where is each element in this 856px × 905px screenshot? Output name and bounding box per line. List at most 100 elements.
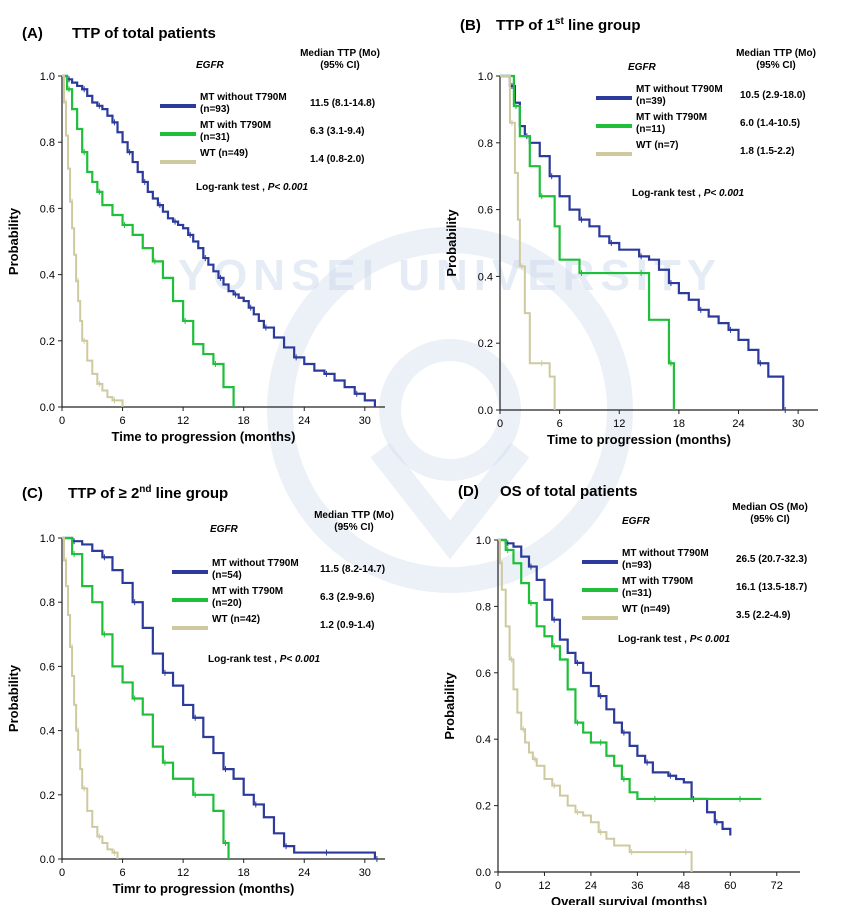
legend-series-name: MT without T790M	[622, 548, 709, 559]
x-tick-label: 18	[238, 867, 250, 879]
logrank-p: P< 0.001	[280, 654, 321, 665]
y-axis-title: Probability	[6, 207, 21, 275]
x-tick-label: 30	[359, 867, 371, 879]
x-axis-title: Overall survival (months)	[551, 894, 707, 905]
legend-series-n: (n=11)	[636, 124, 665, 135]
y-tick-label: 0.2	[40, 336, 55, 348]
legend-series-n: (n=54)	[212, 570, 242, 581]
legend-series-name: MT with T790M	[200, 120, 271, 131]
legend-series-name: MT with T790M	[212, 586, 283, 597]
logrank-label: Log-rank test ,	[632, 188, 704, 199]
km-curve-wt	[62, 537, 119, 859]
panel-title-text: OS of total patients	[500, 483, 638, 500]
y-tick-label: 0.4	[476, 734, 491, 746]
university-watermark: YONSEI UNIVERSITY	[178, 227, 716, 593]
panel-title-superscript: nd	[139, 484, 151, 495]
x-tick-label: 0	[59, 415, 65, 427]
y-tick-label: 0.4	[478, 271, 493, 283]
median-header: Median TTP (Mo)	[736, 48, 816, 59]
panel-title-text: TTP of ≥ 2	[68, 485, 139, 502]
panel-title: (D) OS of total patients	[458, 483, 638, 500]
median-header: Median TTP (Mo)	[300, 48, 380, 59]
legend: Median TTP (Mo)(95% CI) EGFR MT without T7…	[160, 48, 380, 193]
x-tick-label: 24	[298, 415, 310, 427]
x-axis-title: Time to progression (months)	[547, 432, 731, 447]
legend: Median TTP (Mo)(95% CI) EGFR MT without T7…	[596, 48, 816, 199]
y-tick-label: 1.0	[476, 535, 491, 547]
legend-series-name: MT with T790M	[636, 112, 707, 123]
y-axis-title: Probability	[442, 672, 457, 740]
logrank-p: P< 0.001	[690, 634, 731, 645]
panel-group: (A) TTP of total patients 0 6 12 18 24 30 0.0 0.2…	[6, 16, 818, 905]
panel-letter: (B)	[460, 17, 481, 34]
legend-median-value: 6.3 (3.1-9.4)	[310, 126, 364, 137]
panel-title-text: TTP of 1	[496, 17, 555, 34]
logrank-test: Log-rank test , P< 0.001	[196, 182, 308, 193]
legend-series-name: MT without T790M	[636, 84, 723, 95]
x-tick-label: 12	[177, 415, 189, 427]
legend-series-name: WT (n=7)	[636, 140, 679, 151]
legend-series-name: MT without T790M	[212, 558, 299, 569]
x-tick-label: 30	[359, 415, 371, 427]
y-tick-label: 0.6	[476, 668, 491, 680]
y-axis-title: Probability	[6, 664, 21, 732]
y-tick-label: 0.4	[40, 726, 55, 738]
legend-median-value: 11.5 (8.1-14.8)	[310, 98, 375, 109]
x-tick-label: 60	[724, 880, 736, 892]
km-panel-4: (D) OS of total patients 0 12 24 36 48 60 72 0.0 0…	[442, 483, 808, 905]
x-tick-label: 12	[177, 867, 189, 879]
x-axis-title: Timr to progression (months)	[113, 881, 295, 896]
y-tick-label: 0.0	[478, 405, 493, 417]
x-tick-label: 36	[631, 880, 643, 892]
y-tick-label: 0.4	[40, 270, 55, 282]
y-tick-label: 0.6	[478, 205, 493, 217]
x-tick-label: 30	[792, 418, 804, 430]
watermark-chevron	[370, 442, 530, 560]
legend-median-value: 1.4 (0.8-2.0)	[310, 154, 364, 165]
km-panel-3: (C) TTP of ≥ 2nd line group 0 6 12 18 24 30 0.0 0…	[6, 484, 394, 896]
x-tick-label: 12	[613, 418, 625, 430]
legend-series-n: (n=31)	[622, 588, 652, 599]
legend-median-value: 6.3 (2.9-9.6)	[320, 592, 374, 603]
egfr-header: EGFR	[622, 516, 651, 527]
ci-header: (95% CI)	[334, 522, 373, 533]
y-tick-label: 0.0	[40, 402, 55, 414]
x-tick-label: 72	[771, 880, 783, 892]
legend-series-name: WT (n=49)	[622, 604, 670, 615]
km-curve-wt	[498, 539, 693, 872]
y-tick-label: 0.2	[40, 790, 55, 802]
x-tick-label: 0	[497, 418, 503, 430]
legend-series-name: WT (n=42)	[212, 614, 260, 625]
x-tick-label: 12	[538, 880, 550, 892]
x-tick-label: 6	[120, 867, 126, 879]
panel-letter: (A)	[22, 25, 43, 42]
y-tick-label: 1.0	[40, 533, 55, 545]
km-curve-mt_with	[62, 74, 235, 407]
panel-title: (B) TTP of 1st line group	[460, 16, 640, 34]
y-tick-label: 1.0	[478, 71, 493, 83]
km-curve-mt_without	[62, 536, 377, 859]
logrank-test: Log-rank test , P< 0.001	[618, 634, 730, 645]
logrank-label: Log-rank test ,	[618, 634, 690, 645]
logrank-test: Log-rank test , P< 0.001	[632, 188, 744, 199]
panel-title-suffix: line group	[152, 485, 229, 502]
x-tick-label: 48	[678, 880, 690, 892]
y-tick-label: 1.0	[40, 71, 55, 83]
y-tick-label: 0.8	[40, 137, 55, 149]
logrank-label: Log-rank test ,	[196, 182, 268, 193]
median-header: Median TTP (Mo)	[314, 510, 394, 521]
x-tick-label: 24	[732, 418, 744, 430]
x-tick-label: 0	[495, 880, 501, 892]
y-tick-label: 0.8	[40, 597, 55, 609]
y-tick-label: 0.8	[478, 138, 493, 150]
x-axis-title: Time to progression (months)	[112, 429, 296, 444]
km-curve-mt_without	[498, 538, 732, 836]
km-curve-mt_without	[62, 74, 377, 407]
panel-title: (A) TTP of total patients	[22, 25, 216, 42]
ci-header: (95% CI)	[320, 60, 359, 71]
logrank-p: P< 0.001	[268, 182, 309, 193]
km-curve-mt_with	[498, 538, 762, 801]
legend-median-value: 10.5 (2.9-18.0)	[740, 90, 806, 101]
legend-series-name: MT without T790M	[200, 92, 287, 103]
x-tick-label: 18	[673, 418, 685, 430]
